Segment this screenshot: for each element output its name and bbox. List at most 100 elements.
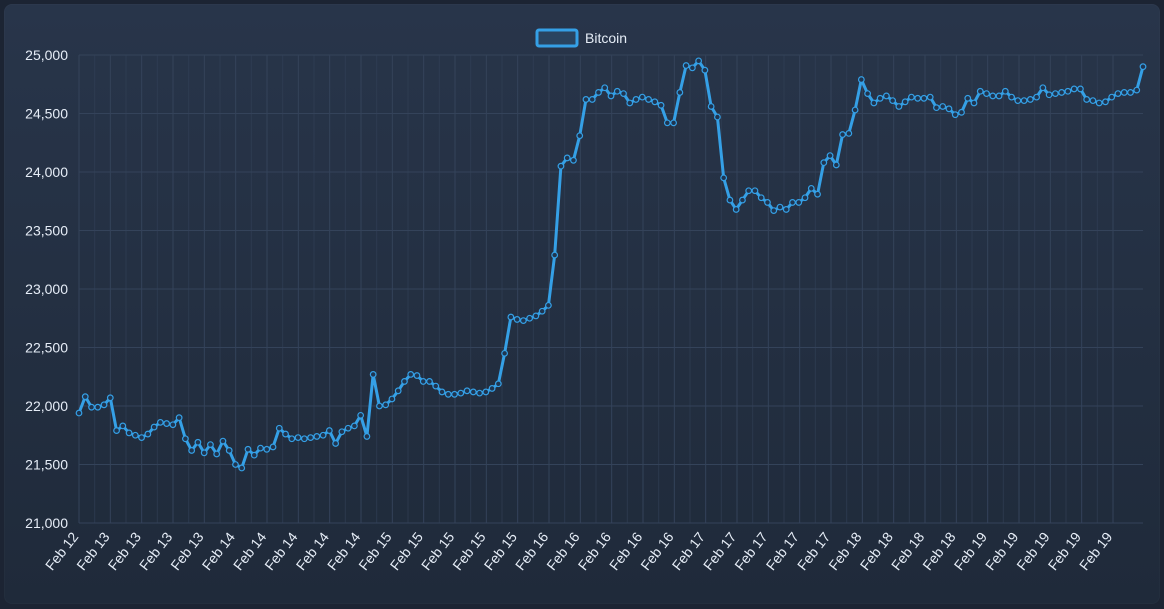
data-point[interactable] — [332, 440, 340, 447]
data-point[interactable] — [476, 389, 483, 397]
data-point[interactable] — [970, 99, 978, 107]
data-point[interactable] — [250, 451, 258, 459]
data-point[interactable] — [388, 395, 396, 403]
data-point[interactable] — [926, 93, 934, 101]
data-point[interactable] — [1001, 87, 1009, 95]
data-point[interactable] — [576, 132, 584, 140]
data-point[interactable] — [864, 90, 872, 98]
data-point[interactable] — [876, 94, 884, 102]
data-point[interactable] — [1026, 96, 1034, 103]
data-point[interactable] — [1014, 97, 1022, 105]
data-point[interactable] — [695, 57, 703, 65]
data-point[interactable] — [325, 427, 333, 434]
data-point[interactable] — [551, 251, 559, 259]
data-point[interactable] — [150, 423, 158, 431]
data-point[interactable] — [908, 93, 915, 101]
data-point[interactable] — [1064, 87, 1072, 95]
data-point[interactable] — [94, 403, 102, 411]
data-point[interactable] — [113, 427, 120, 434]
data-point[interactable] — [645, 96, 652, 103]
data-point[interactable] — [1102, 98, 1109, 106]
data-point[interactable] — [350, 422, 358, 430]
data-point[interactable] — [131, 431, 139, 439]
data-point[interactable] — [382, 401, 390, 409]
data-point[interactable] — [920, 94, 928, 102]
data-point[interactable] — [288, 435, 296, 443]
data-point[interactable] — [613, 87, 621, 95]
data-point[interactable] — [726, 196, 734, 204]
data-point[interactable] — [707, 103, 715, 110]
data-point[interactable] — [175, 414, 183, 422]
data-point[interactable] — [181, 435, 189, 443]
data-point[interactable] — [257, 444, 264, 452]
data-point[interactable] — [344, 424, 352, 432]
data-point[interactable] — [670, 119, 677, 127]
data-point[interactable] — [870, 99, 878, 107]
data-point[interactable] — [1089, 97, 1097, 105]
data-point[interactable] — [545, 301, 552, 309]
data-point[interactable] — [820, 159, 828, 167]
data-point[interactable] — [125, 429, 133, 437]
data-point[interactable] — [607, 92, 615, 100]
data-point[interactable] — [119, 422, 127, 430]
data-point[interactable] — [676, 89, 684, 96]
data-point[interactable] — [376, 402, 383, 410]
data-point[interactable] — [1070, 85, 1078, 93]
data-point[interactable] — [163, 420, 171, 427]
data-point[interactable] — [494, 380, 502, 388]
data-point[interactable] — [482, 388, 490, 396]
data-point[interactable] — [513, 316, 521, 323]
data-point[interactable] — [601, 84, 609, 92]
data-point[interactable] — [194, 438, 202, 446]
data-point[interactable] — [219, 437, 227, 445]
data-point[interactable] — [275, 424, 283, 432]
data-point[interactable] — [357, 411, 365, 419]
data-point[interactable] — [532, 312, 540, 320]
data-point[interactable] — [438, 388, 446, 396]
data-point[interactable] — [964, 94, 972, 102]
data-point[interactable] — [595, 89, 602, 96]
data-point[interactable] — [945, 105, 953, 113]
data-point[interactable] — [983, 90, 990, 98]
data-point[interactable] — [776, 203, 784, 211]
data-point[interactable] — [413, 372, 421, 379]
data-point[interactable] — [363, 433, 371, 440]
data-point[interactable] — [319, 431, 327, 439]
data-point[interactable] — [81, 393, 89, 401]
data-point[interactable] — [463, 387, 471, 395]
data-point[interactable] — [563, 154, 571, 162]
data-point[interactable] — [1108, 93, 1116, 101]
data-point[interactable] — [951, 111, 959, 119]
legend[interactable]: Bitcoin — [535, 28, 627, 48]
data-point[interactable] — [207, 441, 214, 449]
data-point[interactable] — [432, 382, 440, 390]
data-point[interactable] — [244, 445, 252, 453]
data-point[interactable] — [538, 307, 546, 315]
data-point[interactable] — [1127, 89, 1134, 96]
data-point[interactable] — [232, 461, 239, 468]
data-point[interactable] — [732, 206, 740, 213]
data-point[interactable] — [213, 450, 221, 458]
data-point[interactable] — [294, 434, 302, 441]
data-point[interactable] — [469, 388, 477, 396]
data-point[interactable] — [307, 434, 314, 441]
data-point[interactable] — [557, 162, 565, 170]
data-point[interactable] — [1133, 86, 1141, 94]
data-point[interactable] — [1139, 63, 1147, 71]
data-point[interactable] — [1114, 90, 1122, 98]
data-point[interactable] — [989, 92, 997, 100]
data-point[interactable] — [889, 97, 897, 105]
data-point[interactable] — [100, 401, 108, 409]
data-point[interactable] — [901, 98, 909, 106]
data-point[interactable] — [739, 196, 746, 204]
data-point[interactable] — [895, 103, 903, 110]
data-point[interactable] — [144, 430, 152, 438]
data-point[interactable] — [156, 418, 164, 426]
data-point[interactable] — [701, 66, 709, 74]
data-point[interactable] — [1045, 91, 1053, 99]
data-point[interactable] — [263, 445, 271, 453]
data-point[interactable] — [688, 64, 696, 72]
data-point[interactable] — [200, 449, 208, 457]
data-point[interactable] — [663, 119, 671, 127]
data-point[interactable] — [313, 433, 321, 440]
